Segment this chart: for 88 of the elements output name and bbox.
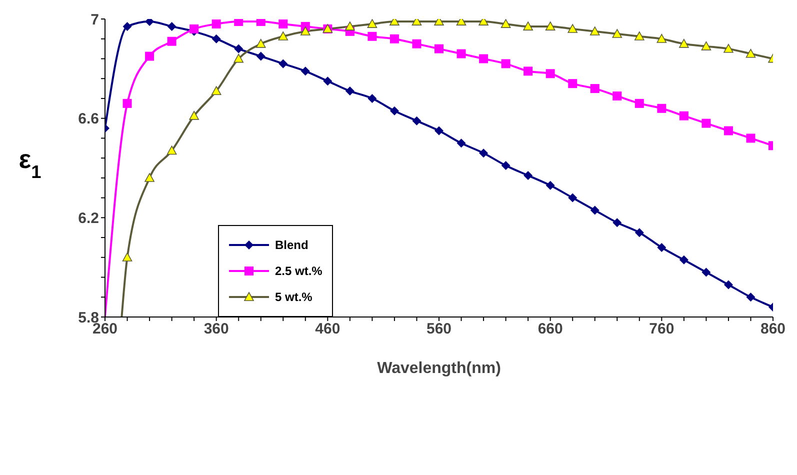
point — [590, 26, 600, 36]
point — [724, 280, 733, 290]
point — [167, 22, 176, 31]
point — [456, 138, 466, 148]
point — [590, 84, 600, 94]
point — [523, 22, 533, 30]
point — [724, 44, 734, 53]
point — [546, 69, 555, 78]
point — [212, 34, 221, 44]
point — [300, 66, 310, 76]
point — [412, 39, 422, 48]
point — [412, 116, 422, 126]
point — [612, 91, 622, 100]
point — [345, 86, 354, 96]
point — [568, 24, 578, 33]
point — [434, 44, 444, 54]
point — [368, 32, 377, 41]
point — [278, 31, 288, 40]
point — [345, 22, 355, 30]
point — [190, 24, 199, 34]
point — [367, 19, 378, 28]
point — [166, 146, 177, 155]
y-tick-label: 6.2 — [78, 210, 99, 227]
point — [634, 98, 644, 108]
y-tick-label: 7 — [90, 11, 99, 28]
point — [122, 252, 132, 262]
point — [612, 218, 622, 228]
point — [144, 173, 154, 182]
y-tick-label: 6.6 — [78, 110, 99, 128]
point — [300, 26, 310, 36]
point — [256, 38, 266, 48]
point — [167, 36, 176, 46]
point — [256, 52, 266, 61]
point — [656, 34, 667, 43]
point — [479, 54, 488, 64]
x-tick-label: 560 — [426, 320, 452, 338]
point — [634, 31, 644, 40]
point — [590, 206, 600, 215]
point — [278, 59, 288, 68]
x-tick-label: 660 — [538, 320, 563, 338]
point — [679, 38, 689, 48]
point — [212, 19, 221, 28]
point — [702, 118, 711, 128]
point — [612, 29, 622, 38]
point — [434, 126, 444, 136]
x-tick-label: 760 — [649, 320, 674, 338]
point — [479, 148, 488, 158]
point — [323, 76, 332, 86]
point — [545, 22, 556, 30]
point — [746, 292, 756, 302]
point — [568, 193, 578, 202]
point — [234, 54, 244, 63]
point — [501, 59, 510, 68]
x-tick-label: 860 — [760, 320, 786, 338]
point — [501, 161, 510, 170]
point — [122, 22, 132, 31]
point — [278, 19, 288, 28]
point — [456, 49, 466, 58]
point — [122, 98, 132, 108]
point — [657, 104, 666, 113]
legend-label: Blend — [275, 238, 308, 252]
point — [390, 34, 399, 44]
point — [701, 41, 712, 50]
point — [189, 110, 199, 120]
x-tick-label: 460 — [315, 320, 340, 338]
y-axis-title: ε$_{1}$ — [18, 144, 42, 182]
point — [234, 44, 244, 54]
point — [724, 126, 733, 136]
point — [500, 19, 511, 28]
point — [657, 242, 666, 252]
point — [634, 228, 644, 238]
point — [390, 106, 399, 116]
point — [145, 52, 154, 61]
point — [524, 66, 533, 76]
point — [702, 268, 711, 277]
point — [679, 255, 688, 264]
point — [368, 94, 377, 103]
x-axis-title: Wavelength(nm) — [377, 360, 501, 377]
point — [679, 111, 688, 120]
legend-label: 2.5 wt.% — [275, 264, 322, 278]
point — [568, 79, 578, 88]
legend-label: 5 wt.% — [275, 290, 312, 304]
point — [746, 134, 756, 143]
point — [524, 170, 533, 180]
point — [211, 86, 222, 96]
x-tick-label: 360 — [204, 320, 229, 338]
point — [746, 48, 756, 58]
point — [546, 180, 555, 190]
